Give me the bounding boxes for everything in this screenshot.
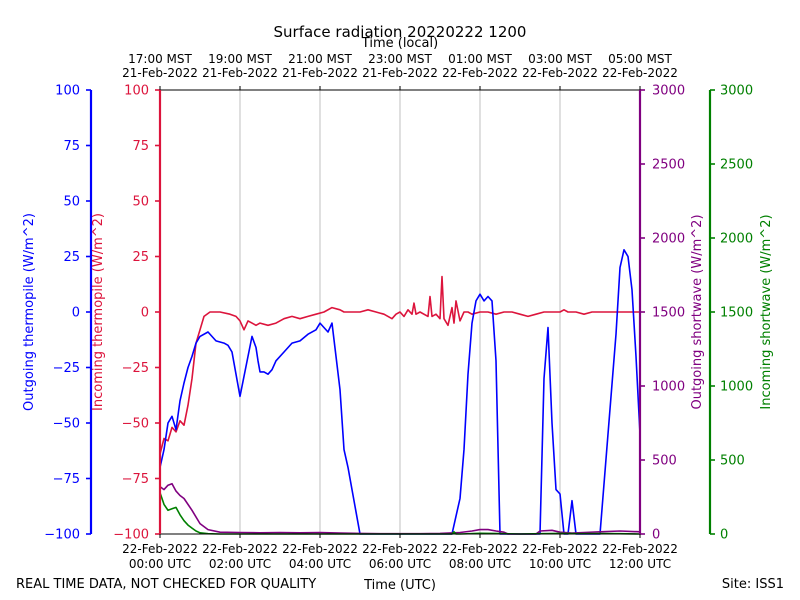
y-tick-label-in_thermo: −75 [122,472,149,487]
y-tick-label-in_sw: 2000 [720,232,753,247]
bottom-x-tick-time: 02:00 UTC [209,557,271,571]
y-tick-label-in_sw: 0 [720,528,728,543]
top-x-tick-time: 23:00 MST [368,52,432,66]
bottom-x-tick-time: 08:00 UTC [449,557,511,571]
y-tick-label-in_thermo: 50 [132,195,149,210]
y-tick-label-in_thermo: −100 [113,528,149,543]
top-x-tick-date: 21-Feb-2022 [202,66,278,80]
top-x-tick-time: 21:00 MST [288,52,352,66]
y-tick-label-out_sw: 500 [652,454,677,469]
bottom-x-tick-date: 22-Feb-2022 [602,542,678,556]
y-tick-label-in_thermo: −50 [122,417,149,432]
y-tick-label-out_thermo: 75 [63,139,80,154]
y-tick-label-in_sw: 2500 [720,158,753,173]
bottom-x-tick-date: 22-Feb-2022 [122,542,198,556]
bottom-x-tick-date: 22-Feb-2022 [362,542,438,556]
bottom-x-tick-time: 04:00 UTC [289,557,351,571]
y-tick-label-out_thermo: 25 [63,250,80,265]
bottom-x-tick-date: 22-Feb-2022 [442,542,518,556]
top-x-tick-date: 21-Feb-2022 [362,66,438,80]
y-tick-label-out_sw: 3000 [652,84,685,99]
y-tick-label-in_thermo: 25 [132,250,149,265]
bottom-x-axis-label: Time (UTC) [363,578,436,593]
y-tick-label-out_sw: 2500 [652,158,685,173]
y-axis-label-out_sw: Outgoing shortwave (W/m^2) [690,214,705,409]
y-tick-label-out_thermo: −50 [53,417,80,432]
bottom-x-tick-date: 22-Feb-2022 [522,542,598,556]
y-axis-label-out_thermo: Outgoing thermopile (W/m^2) [22,213,37,411]
bottom-x-tick-time: 00:00 UTC [129,557,191,571]
series-line-in_thermo [159,275,640,455]
top-x-tick-date: 22-Feb-2022 [442,66,518,80]
top-x-tick-date: 21-Feb-2022 [122,66,198,80]
top-x-tick-date: 22-Feb-2022 [602,66,678,80]
y-tick-label-in_sw: 1000 [720,380,753,395]
y-tick-label-out_thermo: −100 [44,528,80,543]
y-tick-label-out_thermo: −25 [53,361,80,376]
top-x-tick-time: 03:00 MST [528,52,592,66]
y-tick-label-in_thermo: −25 [122,361,149,376]
site-label: Site: ISS1 [722,577,784,592]
chart-title: Surface radiation 20220222 1200 [274,23,527,41]
y-axis-label-in_thermo: Incoming thermopile (W/m^2) [91,213,106,411]
bottom-x-tick-date: 22-Feb-2022 [282,542,358,556]
top-x-tick-time: 05:00 MST [608,52,672,66]
y-tick-label-in_thermo: 0 [141,306,149,321]
y-tick-label-in_sw: 1500 [720,306,753,321]
y-tick-label-out_sw: 1500 [652,306,685,321]
y-tick-label-in_thermo: 75 [132,139,149,154]
y-tick-label-out_thermo: 50 [63,195,80,210]
y-tick-label-out_sw: 1000 [652,380,685,395]
y-tick-label-in_sw: 500 [720,454,745,469]
top-x-tick-date: 21-Feb-2022 [282,66,358,80]
y-tick-label-out_thermo: −75 [53,472,80,487]
top-x-tick-time: 17:00 MST [128,52,192,66]
y-axis-label-in_sw: Incoming shortwave (W/m^2) [759,214,774,409]
y-tick-label-in_thermo: 100 [124,84,149,99]
quality-disclaimer: REAL TIME DATA, NOT CHECKED FOR QUALITY [16,577,316,592]
y-tick-label-out_sw: 2000 [652,232,685,247]
top-x-tick-time: 19:00 MST [208,52,272,66]
bottom-x-tick-time: 12:00 UTC [609,557,671,571]
axes: −100 −75 −50 −25 0 25 50 75 100 Outgoing thermopi… [22,84,774,543]
y-tick-label-out_sw: 0 [652,528,660,543]
y-tick-label-in_sw: 3000 [720,84,753,99]
bottom-x-tick-date: 22-Feb-2022 [202,542,278,556]
y-tick-label-out_thermo: 100 [55,84,80,99]
top-x-tick-time: 01:00 MST [448,52,512,66]
top-x-tick-date: 22-Feb-2022 [522,66,598,80]
top-x-axis-label: Time (local) [361,36,438,51]
bottom-x-tick-time: 10:00 UTC [529,557,591,571]
bottom-x-tick-time: 06:00 UTC [369,557,431,571]
y-tick-label-out_thermo: 0 [72,306,80,321]
